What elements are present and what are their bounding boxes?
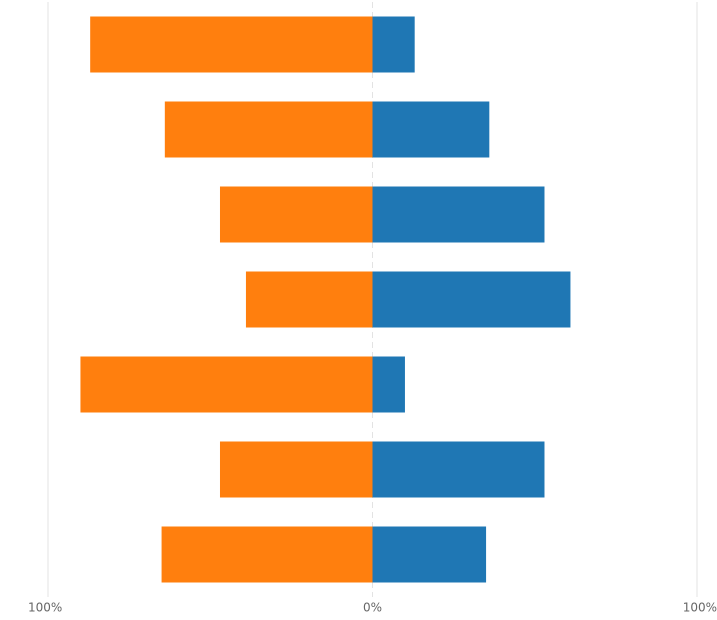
x-tick-label: 100%	[683, 601, 717, 615]
bar	[372, 186, 545, 243]
bar	[372, 271, 571, 328]
bar	[219, 186, 373, 243]
bar	[164, 101, 373, 158]
bar	[80, 356, 373, 413]
x-tick-label: 100%	[28, 601, 62, 615]
bar	[90, 16, 373, 73]
bar	[372, 356, 405, 413]
bar	[372, 101, 490, 158]
bar	[161, 526, 373, 583]
bar	[372, 16, 415, 73]
x-tick-label: 0%	[363, 601, 382, 615]
bar	[245, 271, 373, 328]
bar	[372, 441, 545, 498]
bar	[219, 441, 373, 498]
bar	[372, 526, 487, 583]
